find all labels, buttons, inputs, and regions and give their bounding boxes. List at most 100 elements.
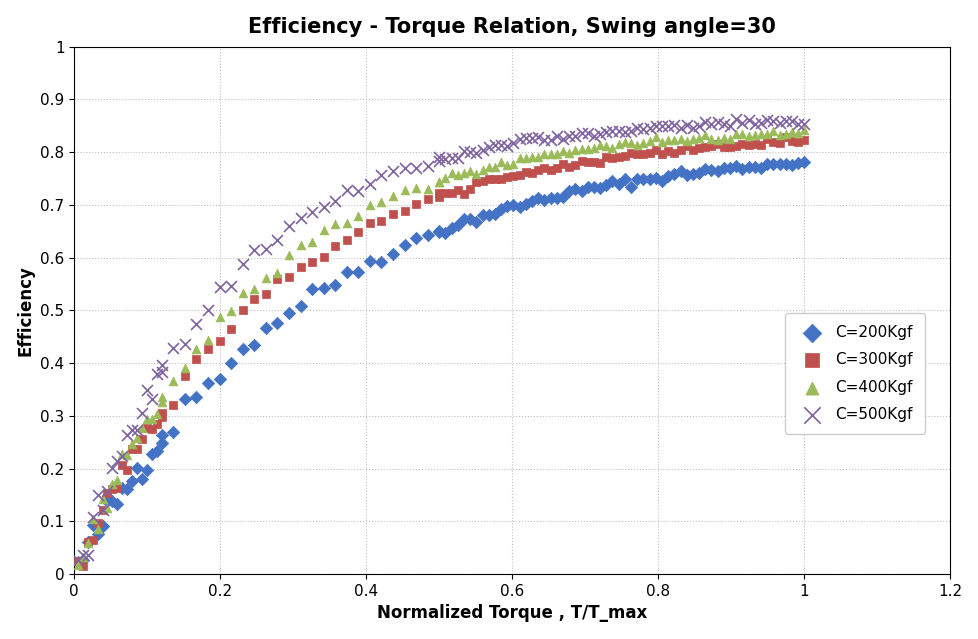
C=400Kgf [431,176,447,187]
C=300Kgf [139,423,155,433]
C=500Kgf [124,425,140,435]
C=400Kgf [90,524,106,534]
C=200Kgf [200,378,216,388]
C=300Kgf [623,148,639,158]
C=500Kgf [678,120,693,130]
C=300Kgf [523,167,539,178]
C=400Kgf [165,376,181,386]
C=300Kgf [235,305,250,315]
C=300Kgf [177,371,193,381]
C=400Kgf [456,168,471,178]
C=300Kgf [703,141,719,151]
C=500Kgf [487,140,503,150]
C=200Kgf [420,230,435,240]
C=200Kgf [728,160,743,171]
C=300Kgf [629,149,645,159]
C=300Kgf [567,160,583,170]
C=200Kgf [85,520,101,530]
C=200Kgf [316,283,332,293]
C=300Kgf [396,206,412,216]
Y-axis label: Efficiency: Efficiency [17,265,34,356]
C=400Kgf [635,137,650,148]
C=400Kgf [338,218,354,228]
C=300Kgf [338,235,354,245]
C=400Kgf [431,176,447,187]
C=400Kgf [468,169,484,179]
C=300Kgf [431,188,447,198]
C=300Kgf [685,145,700,155]
C=200Kgf [189,392,204,402]
C=300Kgf [536,163,552,173]
C=400Kgf [598,141,613,151]
C=400Kgf [350,212,366,222]
C=300Kgf [616,150,632,160]
C=400Kgf [536,149,552,159]
C=500Kgf [536,135,552,146]
C=200Kgf [437,227,453,238]
C=200Kgf [165,427,181,437]
C=500Kgf [114,450,130,461]
C=500Kgf [149,369,164,380]
C=300Kgf [420,194,435,204]
C=400Kgf [408,183,423,193]
C=500Kgf [610,125,626,135]
C=300Kgf [437,188,453,198]
C=400Kgf [517,153,533,163]
C=500Kgf [154,360,169,371]
C=500Kgf [567,131,583,141]
C=200Kgf [487,209,503,219]
C=200Kgf [567,184,583,194]
C=400Kgf [149,408,164,419]
C=300Kgf [154,408,169,419]
C=500Kgf [327,196,342,206]
C=400Kgf [523,152,539,162]
C=500Kgf [119,430,135,440]
C=500Kgf [468,148,484,158]
C=400Kgf [778,129,793,139]
C=300Kgf [771,137,786,148]
C=300Kgf [114,460,130,470]
C=200Kgf [90,529,106,539]
C=200Kgf [789,158,805,168]
C=500Kgf [105,463,120,473]
C=500Kgf [431,156,447,166]
C=200Kgf [703,165,719,175]
C=200Kgf [149,445,164,456]
C=400Kgf [783,127,799,137]
C=300Kgf [362,218,378,228]
C=300Kgf [75,561,91,571]
C=300Kgf [678,141,693,151]
C=400Kgf [659,135,675,145]
C=400Kgf [420,183,435,194]
C=300Kgf [110,483,125,493]
C=400Kgf [235,288,250,298]
C=300Kgf [517,167,533,177]
C=200Kgf [362,256,378,266]
C=400Kgf [709,135,725,145]
C=300Kgf [635,150,650,160]
C=300Kgf [765,137,780,148]
C=300Kgf [696,142,712,152]
C=400Kgf [462,166,477,176]
C=500Kgf [752,118,768,128]
C=500Kgf [647,121,663,132]
C=200Kgf [505,199,520,210]
C=400Kgf [567,145,583,155]
C=300Kgf [134,434,150,444]
C=300Kgf [783,135,799,146]
C=200Kgf [95,521,111,531]
C=500Kgf [189,319,204,329]
C=400Kgf [592,140,607,150]
C=300Kgf [200,344,216,354]
C=500Kgf [505,138,520,148]
C=500Kgf [154,367,169,377]
C=500Kgf [396,163,412,173]
C=400Kgf [511,153,527,163]
C=400Kgf [269,268,285,279]
C=500Kgf [258,244,274,254]
C=300Kgf [499,172,514,182]
C=300Kgf [100,488,115,498]
C=500Kgf [511,134,527,144]
C=200Kgf [338,266,354,277]
C=500Kgf [728,114,743,124]
